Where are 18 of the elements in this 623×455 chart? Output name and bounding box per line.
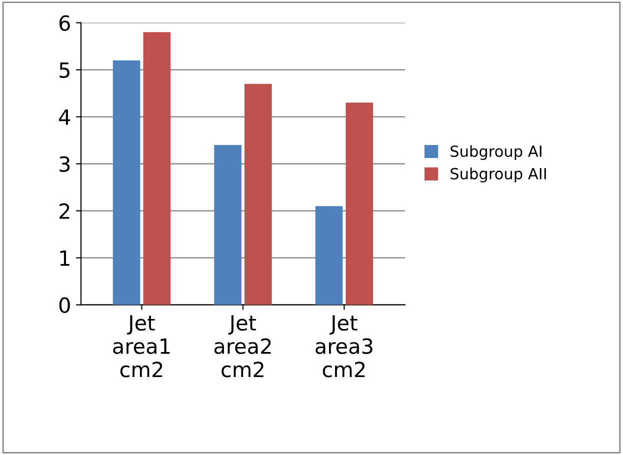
y-tick-label: 2 xyxy=(60,203,70,219)
legend-label: Subgroup AI xyxy=(450,145,542,160)
x-tick-label: Jet area1 cm2 xyxy=(113,315,170,378)
x-tick-label: Jet area2 cm2 xyxy=(214,315,271,378)
bar xyxy=(315,206,343,305)
y-tick-label: 6 xyxy=(59,15,70,31)
x-tick-label: Jet area3 cm2 xyxy=(316,315,372,378)
bar xyxy=(244,84,272,305)
bar xyxy=(112,60,140,305)
bar xyxy=(346,102,374,305)
y-tick-label: 4 xyxy=(59,110,70,125)
y-tick-label: 0 xyxy=(59,297,70,314)
y-tick-label: 5 xyxy=(60,62,70,78)
legend-label: Subgroup AII xyxy=(450,168,546,182)
bar xyxy=(143,32,171,305)
y-tick-label: 1 xyxy=(60,250,70,266)
bar xyxy=(214,144,242,305)
y-tick-label: 3 xyxy=(60,156,70,172)
